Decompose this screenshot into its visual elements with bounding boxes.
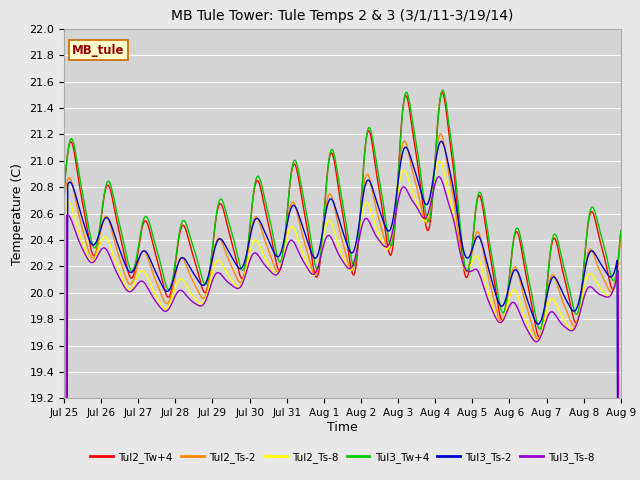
Tul2_Ts-8 [318, 244, 326, 250]
Tul3_Tw+4 [103, 180, 111, 185]
Text: MB_tule: MB_tule [72, 44, 125, 57]
Line: Tul2_Tw+4: Tul2_Tw+4 [64, 93, 621, 337]
Tul3_Ts-2 [103, 215, 111, 221]
Tul3_Ts-2 [377, 211, 385, 217]
Tul3_Tw+4 [536, 326, 543, 332]
Tul2_Ts-2 [617, 236, 625, 242]
Line: Tul3_Ts-2: Tul3_Ts-2 [64, 142, 621, 480]
Tul2_Tw+4 [536, 335, 543, 340]
Tul2_Ts-2 [126, 281, 134, 287]
Tul3_Tw+4 [438, 87, 446, 93]
Tul2_Tw+4 [308, 254, 316, 260]
Tul3_Tw+4 [308, 243, 316, 249]
Tul3_Ts-8 [308, 271, 316, 277]
Title: MB Tule Tower: Tule Temps 2 & 3 (3/1/11-3/19/14): MB Tule Tower: Tule Temps 2 & 3 (3/1/11-… [172, 10, 513, 24]
Tul2_Tw+4 [296, 186, 304, 192]
Tul2_Tw+4 [126, 274, 134, 279]
Line: Tul2_Ts-8: Tul2_Ts-8 [64, 161, 621, 480]
Tul2_Ts-2 [308, 266, 316, 272]
Tul2_Tw+4 [60, 189, 68, 194]
Tul3_Ts-8 [435, 174, 443, 180]
Legend: Tul2_Tw+4, Tul2_Ts-2, Tul2_Ts-8, Tul3_Tw+4, Tul3_Ts-2, Tul3_Ts-8: Tul2_Tw+4, Tul2_Ts-2, Tul2_Ts-8, Tul3_Tw… [86, 448, 599, 467]
Tul2_Tw+4 [377, 197, 385, 203]
Tul2_Tw+4 [438, 90, 446, 96]
Tul2_Ts-2 [534, 336, 542, 342]
Y-axis label: Temperature (C): Temperature (C) [11, 163, 24, 264]
Tul3_Ts-2 [437, 139, 445, 144]
Tul2_Ts-2 [377, 223, 385, 229]
Tul2_Ts-2 [296, 223, 304, 229]
Tul3_Tw+4 [296, 177, 304, 183]
Tul2_Ts-8 [377, 237, 385, 242]
Tul2_Tw+4 [617, 228, 625, 234]
Tul2_Ts-2 [437, 131, 445, 137]
Tul2_Ts-8 [308, 271, 316, 277]
Tul3_Ts-8 [103, 248, 111, 253]
Tul3_Tw+4 [377, 185, 385, 191]
Tul3_Ts-2 [318, 234, 326, 240]
Tul3_Tw+4 [617, 228, 625, 233]
Line: Tul3_Ts-8: Tul3_Ts-8 [64, 177, 621, 480]
Tul2_Tw+4 [318, 241, 326, 247]
Tul3_Ts-2 [126, 269, 134, 275]
Tul2_Ts-2 [103, 214, 111, 220]
Tul2_Ts-8 [126, 287, 134, 292]
Tul2_Ts-2 [60, 195, 68, 201]
Tul2_Tw+4 [103, 183, 111, 189]
Tul2_Ts-8 [296, 243, 304, 249]
Tul3_Ts-2 [308, 251, 316, 256]
Line: Tul3_Tw+4: Tul3_Tw+4 [64, 90, 621, 329]
Tul3_Tw+4 [318, 240, 326, 245]
Tul2_Ts-8 [103, 236, 111, 241]
Tul3_Ts-8 [296, 252, 304, 258]
Line: Tul2_Ts-2: Tul2_Ts-2 [64, 134, 621, 339]
Tul2_Ts-8 [436, 158, 444, 164]
Tul3_Tw+4 [126, 265, 134, 271]
X-axis label: Time: Time [327, 421, 358, 434]
Tul3_Ts-2 [296, 216, 304, 222]
Tul3_Ts-8 [377, 240, 385, 245]
Tul3_Ts-8 [318, 249, 326, 255]
Tul3_Tw+4 [60, 189, 68, 194]
Tul2_Ts-2 [318, 239, 326, 244]
Tul3_Ts-8 [126, 289, 134, 295]
